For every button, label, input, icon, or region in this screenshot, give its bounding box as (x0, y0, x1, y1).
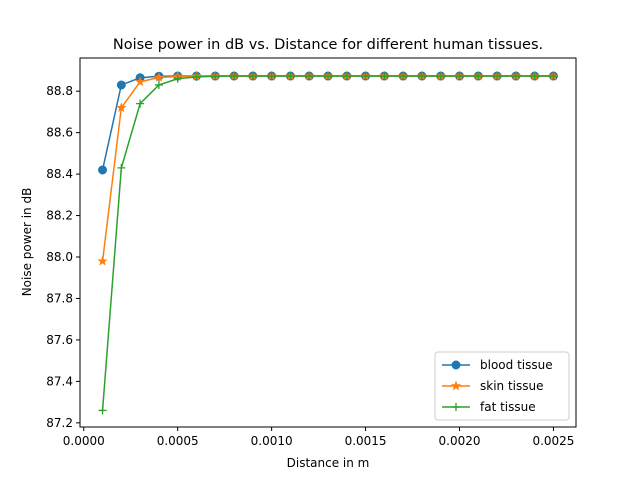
legend-marker (450, 380, 462, 391)
y-tick-label: 87.6 (46, 333, 73, 347)
y-axis: 87.2 87.4 87.6 87.8 88.0 88.2 88.4 88.6 88.8 (46, 84, 80, 430)
x-tick-label: 0.0010 (251, 434, 293, 448)
data-point (361, 72, 370, 81)
y-tick-label: 88.6 (46, 126, 73, 140)
x-axis-label: Distance in m (287, 456, 370, 470)
data-point (98, 165, 108, 175)
data-point (549, 72, 558, 81)
legend-label: fat tissue (480, 400, 536, 414)
y-tick-label: 87.2 (46, 416, 73, 430)
data-point (530, 72, 539, 81)
data-point (417, 72, 426, 81)
data-point (116, 102, 127, 113)
data-point (493, 72, 502, 81)
data-point (342, 72, 351, 81)
y-tick-label: 88.8 (46, 84, 73, 98)
plot-area (97, 70, 559, 415)
data-point (267, 72, 276, 81)
series-fat-tissue (98, 72, 558, 415)
y-tick-label: 88.2 (46, 209, 73, 223)
data-point (324, 72, 332, 81)
data-point (286, 72, 295, 81)
data-point (455, 72, 464, 81)
x-axis: 0.0000 0.0005 0.0010 0.0015 0.0020 0.0025 (63, 427, 574, 448)
data-point (154, 80, 163, 89)
x-tick-label: 0.0025 (532, 434, 574, 448)
data-point (380, 72, 389, 81)
y-tick-label: 87.4 (46, 374, 73, 388)
data-point (436, 72, 445, 81)
legend-label: blood tissue (480, 358, 553, 372)
chart-title: Noise power in dB vs. Distance for diffe… (113, 37, 543, 53)
legend: blood tissue skin tissue fat tissue (434, 351, 570, 421)
data-point (117, 163, 126, 172)
x-tick-label: 0.0005 (157, 434, 199, 448)
y-tick-label: 88.4 (46, 167, 73, 181)
data-point (153, 72, 165, 82)
x-tick-label: 0.0020 (439, 434, 481, 448)
data-point (399, 72, 408, 81)
legend-box (434, 351, 570, 421)
x-tick-label: 0.0015 (345, 434, 387, 448)
data-point (134, 76, 146, 87)
data-point (173, 74, 182, 83)
y-tick-label: 88.0 (46, 250, 73, 264)
legend-marker (451, 360, 461, 370)
data-point (474, 72, 483, 81)
data-point (511, 72, 520, 81)
data-point (98, 406, 107, 415)
legend-marker (452, 403, 460, 411)
axes-frame (79, 57, 577, 428)
data-point (230, 72, 239, 81)
x-tick-label: 0.0000 (63, 434, 105, 448)
data-point (136, 99, 145, 108)
y-axis-label: Noise power in dB (20, 188, 34, 297)
data-point (97, 255, 108, 266)
data-point (305, 72, 314, 81)
data-point (192, 72, 201, 81)
data-point (116, 80, 126, 90)
data-point (211, 72, 220, 81)
data-point (248, 72, 257, 81)
y-tick-label: 87.8 (46, 291, 73, 305)
legend-label: skin tissue (480, 379, 544, 393)
